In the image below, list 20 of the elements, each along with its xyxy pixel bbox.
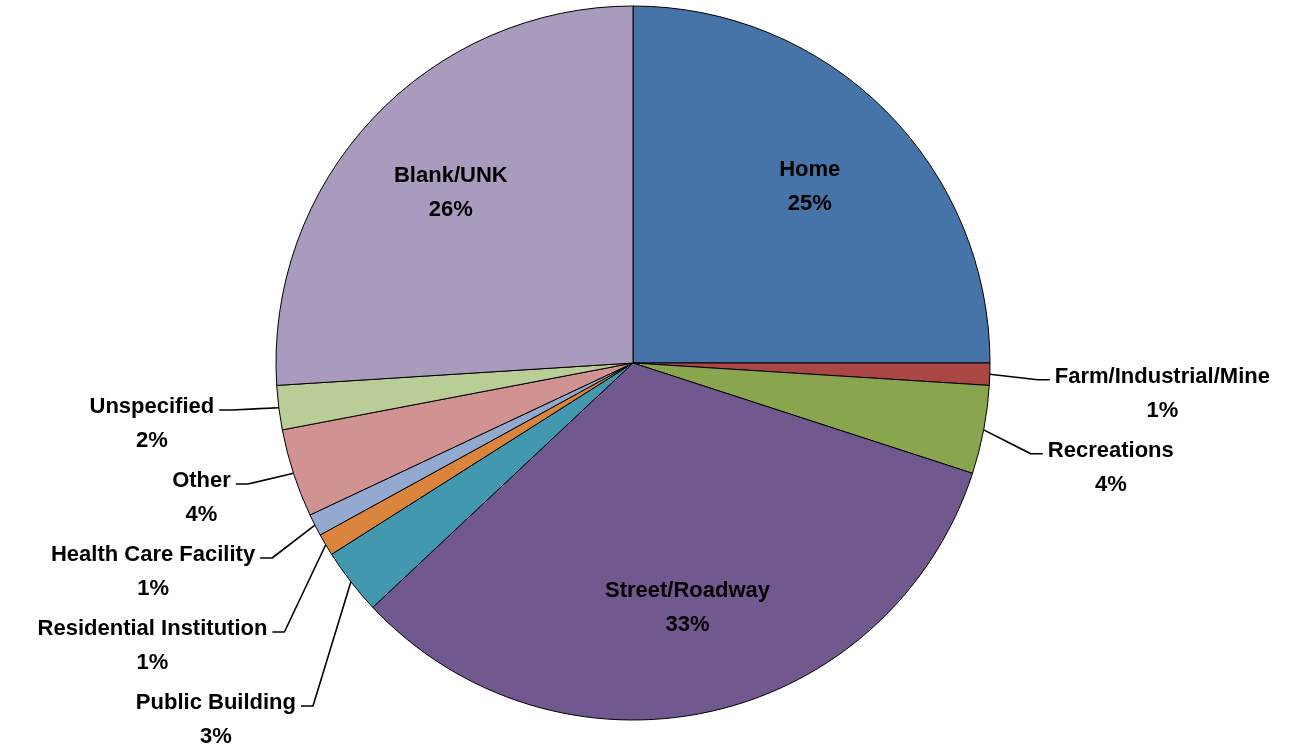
slice-label: Farm/Industrial/Mine bbox=[1054, 362, 1270, 388]
data-label: 33% bbox=[665, 610, 710, 636]
slice-label: Health Care Facility bbox=[50, 541, 256, 566]
data-label: 1% bbox=[137, 575, 169, 600]
data-label: 26% bbox=[428, 195, 473, 221]
data-label: 3% bbox=[200, 723, 232, 748]
data-label: 2% bbox=[135, 427, 168, 452]
slice-label: Blank/UNK bbox=[393, 161, 508, 187]
slice-label: Other bbox=[172, 467, 232, 492]
slice-label: Unspecified bbox=[89, 393, 215, 418]
data-label: 1% bbox=[1146, 396, 1179, 422]
data-label: 25% bbox=[787, 190, 832, 216]
slice-label: Home bbox=[779, 156, 841, 182]
data-label: 4% bbox=[1094, 470, 1127, 496]
slice-label: Street/Roadway bbox=[604, 576, 771, 602]
data-label: 1% bbox=[136, 649, 169, 674]
data-label: 4% bbox=[185, 501, 218, 526]
slice-label: Residential Institution bbox=[37, 615, 268, 640]
slice-label: Recreations bbox=[1047, 436, 1174, 462]
slice-label: Public Building bbox=[135, 689, 296, 714]
